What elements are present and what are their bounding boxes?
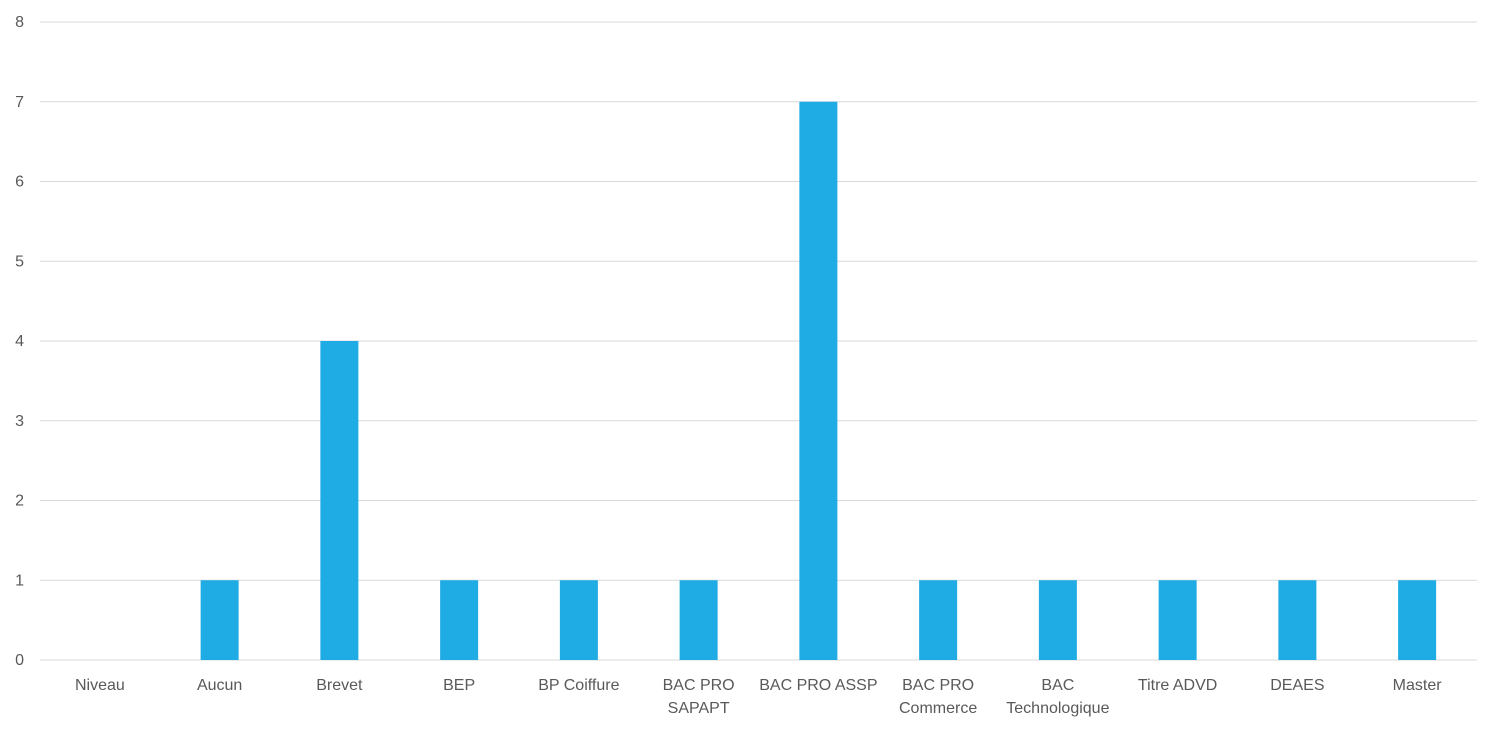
y-axis-tick-labels: 0 1 2 3 4 5 6 7 8 bbox=[15, 14, 24, 669]
bar bbox=[1398, 580, 1437, 660]
x-category-label: Niveau bbox=[75, 677, 125, 694]
bar bbox=[440, 580, 479, 660]
x-category-label: Technologique bbox=[1006, 700, 1109, 717]
y-tick-label: 1 bbox=[15, 572, 24, 589]
x-category-label: SAPAPT bbox=[668, 700, 730, 717]
x-axis-category-labels: Niveau Aucun Brevet BEP BP Coiffure BAC PRO SA… bbox=[75, 677, 1442, 717]
x-category-label: BAC PRO bbox=[663, 677, 735, 694]
y-tick-label: 0 bbox=[15, 652, 24, 669]
bar bbox=[1278, 580, 1317, 660]
x-category-label: Aucun bbox=[197, 677, 242, 694]
x-category-label: BAC bbox=[1041, 677, 1074, 694]
bar bbox=[1158, 580, 1197, 660]
bar bbox=[320, 341, 359, 660]
y-tick-label: 8 bbox=[15, 14, 24, 31]
x-category-label: DEAES bbox=[1270, 677, 1324, 694]
x-category-label: Titre ADVD bbox=[1138, 677, 1217, 694]
x-category-label: Commerce bbox=[899, 700, 977, 717]
y-tick-label: 4 bbox=[15, 333, 24, 350]
x-category-label: BAC PRO ASSP bbox=[759, 677, 877, 694]
gridlines bbox=[40, 21, 1477, 661]
y-tick-label: 6 bbox=[15, 174, 24, 191]
y-tick-label: 2 bbox=[15, 493, 24, 510]
x-category-label: BP Coiffure bbox=[538, 677, 619, 694]
y-tick-label: 5 bbox=[15, 253, 24, 270]
bar bbox=[679, 580, 718, 660]
bar bbox=[919, 580, 958, 660]
x-category-label: Master bbox=[1393, 677, 1443, 694]
y-tick-label: 3 bbox=[15, 413, 24, 430]
bar bbox=[559, 580, 598, 660]
x-category-label: BAC PRO bbox=[902, 677, 974, 694]
x-category-label: Brevet bbox=[316, 677, 363, 694]
bar bbox=[1038, 580, 1077, 660]
bars bbox=[200, 101, 1437, 660]
bar bbox=[799, 101, 838, 660]
x-category-label: BEP bbox=[443, 677, 475, 694]
bar bbox=[200, 580, 239, 660]
y-tick-label: 7 bbox=[15, 94, 24, 111]
